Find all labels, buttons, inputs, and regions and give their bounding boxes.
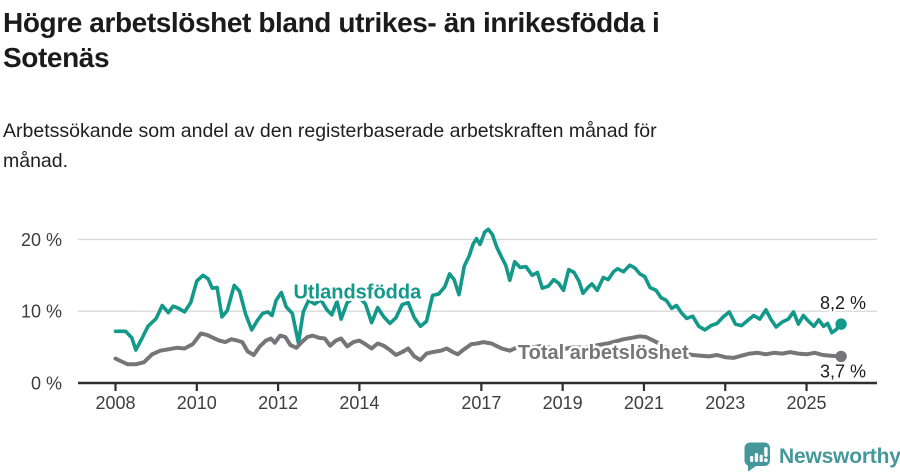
end-value-label-utlandsfodda: 8,2 % bbox=[820, 293, 866, 313]
newsworthy-logo-icon bbox=[744, 442, 770, 472]
title-line-2: Sotenäs bbox=[3, 42, 110, 73]
end-dot-total bbox=[835, 350, 847, 363]
x-tick-label-2025: 2025 bbox=[787, 393, 827, 413]
newsworthy-logo-text: Newsworthy bbox=[779, 444, 900, 468]
series-line-utlandsfodda bbox=[113, 227, 843, 352]
subtitle-line-1: Arbetssökande som andel av den registerb… bbox=[3, 120, 657, 142]
subtitle-line-2: månad. bbox=[3, 150, 69, 172]
x-tick-label-2014: 2014 bbox=[339, 393, 379, 413]
y-tick-label-0: 0 % bbox=[31, 374, 62, 394]
y-tick-label-20: 20 % bbox=[21, 230, 62, 250]
x-tick-label-2019: 2019 bbox=[543, 393, 583, 413]
newsworthy-brand: Newsworthy bbox=[743, 441, 900, 472]
x-tick-label-2023: 2023 bbox=[705, 393, 745, 413]
y-tick-label-10: 10 % bbox=[21, 302, 62, 322]
series-line-total bbox=[113, 331, 844, 367]
x-tick-label-2010: 2010 bbox=[177, 393, 217, 413]
page-title: Högre arbetslöshet bland utrikes- än inr… bbox=[3, 5, 863, 75]
x-tick-label-2017: 2017 bbox=[461, 393, 501, 413]
x-tick-label-2021: 2021 bbox=[624, 393, 664, 413]
end-value-label-total: 3,7 % bbox=[820, 361, 866, 381]
x-tick-label-2008: 2008 bbox=[95, 393, 135, 413]
end-dot-utlandsfodda bbox=[835, 318, 847, 330]
series-label-total: Total arbetslöshet bbox=[518, 342, 689, 364]
title-line-1: Högre arbetslöshet bland utrikes- än inr… bbox=[3, 7, 660, 38]
x-tick-label-2012: 2012 bbox=[258, 393, 298, 413]
chart-subtitle: Arbetssökande som andel av den registerb… bbox=[3, 116, 863, 176]
series-label-utlandsfodda: Utlandsfödda bbox=[293, 281, 422, 303]
